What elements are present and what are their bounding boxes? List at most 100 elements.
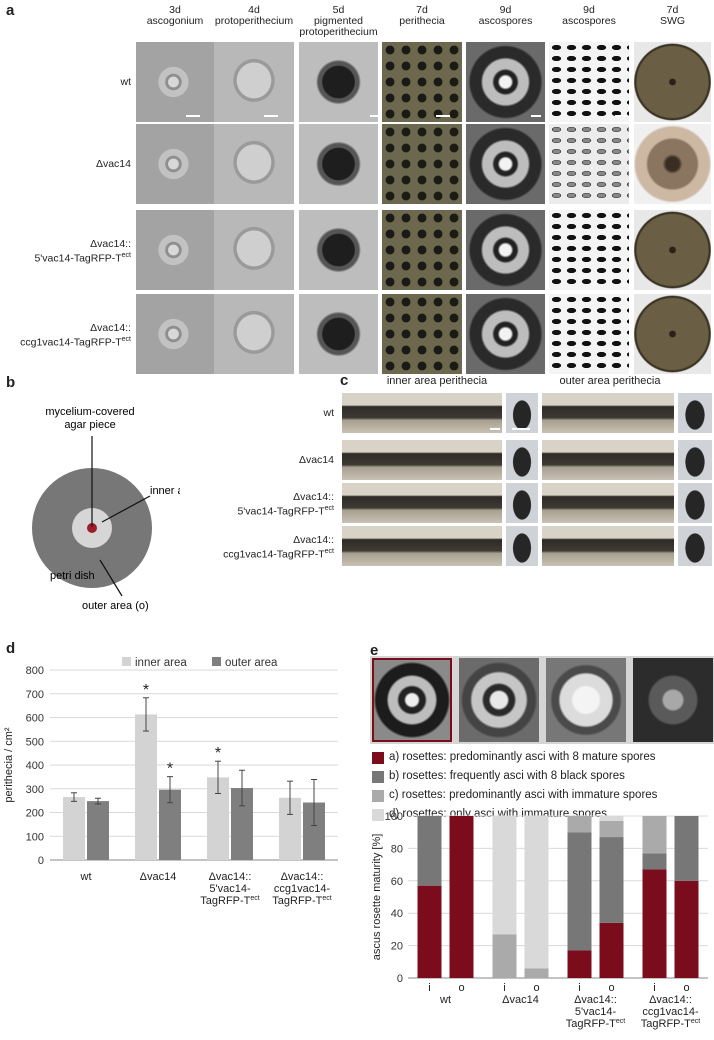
group-label: Δvac14: [502, 994, 539, 1006]
bar-label: o: [608, 982, 614, 994]
label-line-1: Δvac14: [95, 158, 131, 170]
rosette-example-image: [633, 658, 713, 742]
y-tick-label: 700: [26, 689, 44, 701]
scale-bar: [531, 115, 541, 117]
y-tick-label: 400: [26, 760, 44, 772]
legend-swatch: [372, 790, 384, 802]
column-stage: protoperithecium: [214, 15, 294, 27]
column-day: 9d: [583, 4, 595, 16]
petri-dish-label: petri dish: [50, 570, 95, 582]
label-line-1: Δvac14::: [90, 322, 131, 334]
y-tick-label: 200: [26, 808, 44, 820]
agar-label-2: agar piece: [64, 419, 115, 431]
micrograph-tile: [466, 210, 545, 290]
y-tick-label: 800: [26, 665, 44, 677]
outer-area-photo: [542, 526, 674, 566]
stacked-bar-segment: [524, 968, 549, 978]
legend-label: outer area: [225, 657, 278, 669]
legend-swatch: [372, 752, 384, 764]
micrograph-tile: [549, 42, 629, 122]
stacked-bar-segment: [674, 816, 699, 881]
micrograph-tile: [299, 124, 378, 204]
outer-area-perithecia-header: outer area perithecia: [559, 375, 661, 387]
micrograph-tile: [382, 42, 462, 122]
significance-asterisk: *: [143, 682, 149, 699]
column-day: 7d: [666, 4, 679, 16]
panel-a-label: a: [6, 2, 15, 19]
rosette-example-image: [546, 658, 626, 742]
category-label: wt: [80, 871, 92, 883]
category-label: Δvac14::: [209, 871, 252, 883]
legend-swatch: [212, 657, 221, 666]
stacked-bar-segment: [492, 934, 517, 978]
stacked-bar-segment: [642, 816, 667, 854]
bar: [303, 802, 325, 860]
scale-bar: [512, 428, 530, 430]
inner-perithecium-closeup: [506, 440, 538, 480]
inner-area-photo: [342, 526, 502, 566]
column-header: 7d SWG: [628, 5, 714, 27]
group-label: TagRFP-Tect: [566, 1018, 626, 1030]
y-tick-label: 500: [26, 736, 44, 748]
column-header: 5d pigmented protoperithecium: [293, 5, 384, 38]
bar: [63, 797, 85, 860]
column-stage-extra: protoperithecium: [299, 26, 378, 38]
label-superscript: ect: [121, 336, 131, 343]
outer-perithecium-closeup: [678, 440, 712, 480]
micrograph-tile: [549, 210, 629, 290]
y-tick-label: 100: [26, 831, 44, 843]
micrograph-tile: [634, 42, 711, 122]
micrograph-tile: [549, 124, 629, 204]
panel-e-label: e: [370, 642, 379, 659]
scale-bar: [186, 115, 200, 117]
stacked-bar-segment: [599, 922, 624, 978]
y-tick-label: 60: [391, 876, 403, 888]
inner-area-photo: [342, 393, 502, 433]
y-tick-label: 0: [38, 855, 44, 867]
scale-bar: [436, 115, 450, 117]
legend-label: inner area: [135, 657, 187, 669]
label-line-1: wt: [120, 76, 132, 88]
column-day: 4d: [248, 4, 260, 16]
legend-label: a) rosettes: predominantly asci with 8 m…: [389, 751, 656, 763]
perithecia-density-chart: 0 100 200 300 400 500 600 700 800 perithecia / cm…: [3, 657, 338, 907]
row-label: Δvac14:: 5'vac14-TagRFP-Tect: [0, 238, 131, 265]
category-superscript: ect: [250, 895, 259, 902]
label-superscript: ect: [324, 548, 334, 555]
y-tick-label: 40: [391, 908, 403, 920]
micrograph-tile: [299, 294, 378, 374]
legend-swatch: [122, 657, 131, 666]
row-label: Δvac14:: ccg1vac14-TagRFP-Tect: [200, 534, 334, 561]
row-label: Δvac14:: 5'vac14-TagRFP-Tect: [200, 491, 334, 518]
label-line-1: Δvac14: [298, 454, 334, 466]
inner-area-label: inner area (i): [150, 485, 180, 497]
micrograph-tile: [136, 294, 214, 374]
row-label: Δvac14: [200, 454, 334, 466]
group-label: Δvac14::: [574, 994, 617, 1006]
micrograph-tile: [466, 294, 545, 374]
group-superscript: ect: [691, 1018, 700, 1025]
bar: [231, 788, 253, 860]
group-label: ccg1vac14-: [642, 1006, 699, 1018]
category-label: 5'vac14-: [209, 883, 251, 895]
stacked-bar-segment: [492, 816, 517, 935]
y-tick-label: 20: [391, 941, 403, 953]
micrograph-tile: [299, 210, 378, 290]
inner-area-photo: [342, 483, 502, 523]
column-stage: ascospores: [478, 15, 533, 27]
group-superscript: ect: [616, 1018, 625, 1025]
bar: [87, 801, 109, 860]
panel-b-label: b: [6, 374, 16, 391]
label-line-2: ccg1vac14-TagRFP-T: [20, 336, 122, 349]
column-day: 3d: [169, 4, 181, 16]
category-label: Δvac14::: [281, 871, 324, 883]
stacked-bar-segment: [599, 820, 624, 838]
row-label: Δvac14: [0, 158, 131, 170]
category-label: TagRFP-Tect: [272, 895, 332, 907]
legend-label: c) rosettes: predominantly asci with imm…: [389, 789, 658, 801]
stacked-bar-segment: [642, 853, 667, 870]
bar: [207, 777, 229, 860]
micrograph-tile: [136, 124, 214, 204]
column-stage: SWG: [659, 15, 686, 27]
